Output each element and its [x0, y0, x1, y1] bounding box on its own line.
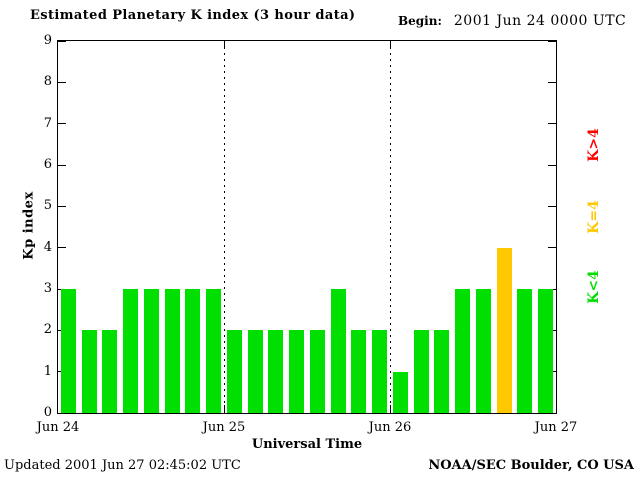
y-tick-mark — [548, 412, 556, 414]
y-tick-label: 4 — [43, 239, 52, 255]
x-tick-mark — [389, 41, 391, 49]
y-tick-mark — [58, 412, 66, 414]
day-boundary-gridline — [223, 41, 225, 413]
kp-bar — [475, 289, 491, 413]
kp-bar — [206, 289, 222, 413]
y-tick-mark — [548, 40, 556, 42]
kp-bar — [517, 289, 533, 413]
x-tick-label: Jun 25 — [202, 420, 246, 435]
kp-bar — [455, 289, 471, 413]
kp-bar — [538, 289, 554, 413]
kp-bar — [164, 289, 180, 413]
y-tick-mark — [548, 81, 556, 83]
x-tick-mark — [389, 405, 391, 413]
y-tick-mark — [58, 205, 66, 207]
kp-bar — [226, 330, 242, 413]
kp-bar — [102, 330, 118, 413]
begin-group: Begin: 2001 Jun 24 0000 UTC — [398, 10, 626, 29]
kp-bar — [309, 330, 325, 413]
y-tick-label: 1 — [43, 363, 52, 379]
y-tick-label: 7 — [43, 115, 52, 131]
legend-item: K<4 — [586, 270, 602, 304]
kp-bar — [81, 330, 97, 413]
kp-bar — [60, 289, 76, 413]
y-tick-label: 3 — [43, 281, 52, 296]
x-tick-label: Jun 26 — [368, 420, 412, 435]
x-tick-mark — [223, 405, 225, 413]
x-axis-title: Universal Time — [251, 437, 363, 452]
kp-bar — [496, 247, 512, 413]
y-tick-label: 6 — [43, 157, 52, 172]
y-tick-mark — [58, 81, 66, 83]
kp-bar — [434, 330, 450, 413]
kp-bar — [330, 289, 346, 413]
legend-item: K=4 — [586, 200, 602, 234]
plot-area: 0 1 2 3 4 5 6 7 8 9 Jun 24 Jun 25 Jun 26 Jun 27 — [37, 33, 578, 435]
legend-item: K>4 — [586, 128, 602, 162]
y-tick-mark — [58, 40, 66, 42]
x-tick-mark — [223, 41, 225, 49]
y-tick-mark — [548, 247, 556, 249]
y-tick-label: 8 — [43, 74, 52, 90]
y-tick-mark — [548, 164, 556, 166]
y-tick-mark — [548, 205, 556, 207]
kp-bar — [247, 330, 263, 413]
y-tick-label: 2 — [43, 322, 52, 338]
updated-timestamp: Updated 2001 Jun 27 02:45:02 UTC — [4, 458, 241, 473]
chart-title: Estimated Planetary K index (3 hour data… — [30, 8, 356, 23]
kp-bar — [413, 330, 429, 413]
y-tick-label: 5 — [43, 198, 52, 214]
kp-bar — [351, 330, 367, 413]
kp-bar — [392, 371, 408, 413]
y-tick-mark — [58, 164, 66, 166]
y-tick-label: 0 — [43, 405, 52, 420]
kp-bar — [123, 289, 139, 413]
source-credit: NOAA/SEC Boulder, CO USA — [428, 458, 634, 473]
kp-bar — [268, 330, 284, 413]
begin-label: Begin: — [398, 14, 442, 28]
y-tick-mark — [58, 247, 66, 249]
y-tick-mark — [548, 123, 556, 125]
day-boundary-gridline — [389, 41, 391, 413]
kp-bar — [372, 330, 388, 413]
kp-bar — [289, 330, 305, 413]
begin-value: 2001 Jun 24 0000 UTC — [453, 13, 627, 29]
y-tick-mark — [58, 123, 66, 125]
kp-bar — [143, 289, 159, 413]
y-tick-label: 9 — [43, 33, 52, 48]
x-tick-label: Jun 24 — [36, 420, 80, 435]
x-tick-label: Jun 27 — [534, 420, 578, 435]
kp-bar — [185, 289, 201, 413]
